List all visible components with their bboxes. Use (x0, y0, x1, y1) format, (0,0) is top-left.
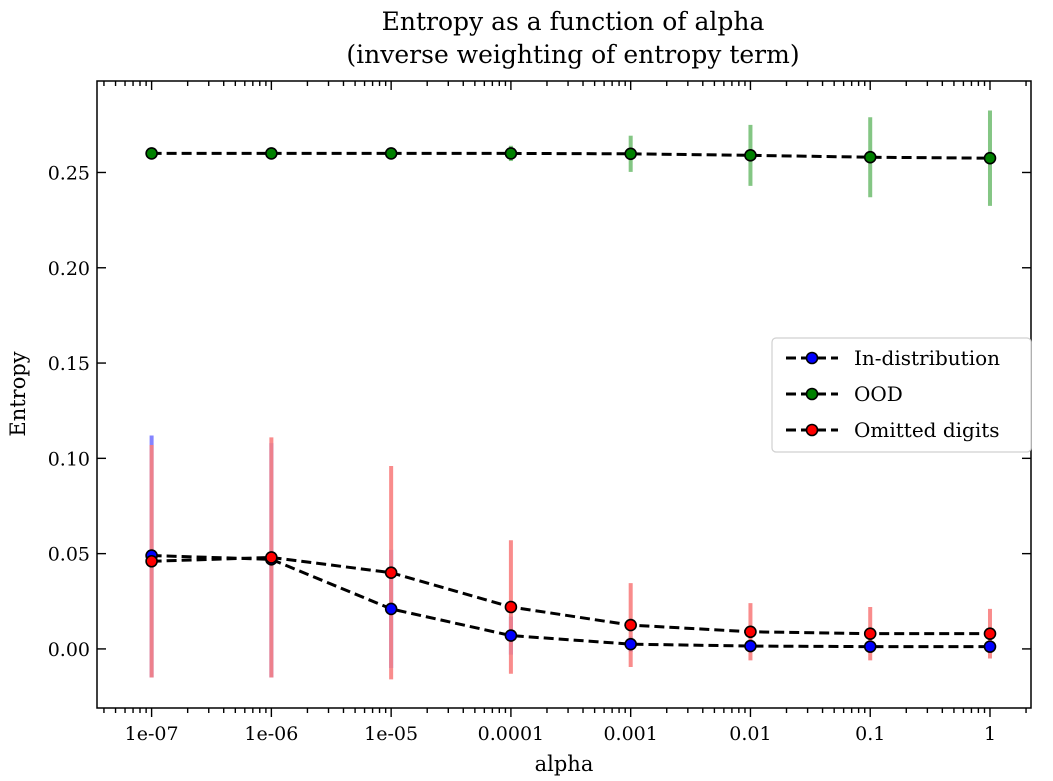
series-line-2 (151, 555, 990, 636)
data-point (265, 147, 278, 160)
data-point (504, 629, 518, 642)
data-point (983, 151, 997, 165)
data-point (983, 640, 997, 653)
markers-series-2 (145, 551, 997, 640)
legend-item-0: In-distribution (786, 346, 1000, 370)
y-tick-label: 0.10 (48, 448, 90, 470)
y-tick-label: 0.25 (48, 162, 90, 184)
data-point (744, 625, 757, 639)
data-point (384, 602, 398, 616)
x-tick-label: 1e-05 (364, 723, 418, 745)
x-tick-label: 0.0001 (478, 723, 544, 745)
data-point (624, 147, 637, 161)
series-line-1 (151, 151, 991, 160)
x-tick-label: 0.1 (855, 723, 885, 745)
legend: In-distribution OOD Omitted digits (771, 337, 1032, 453)
x-tick-label: 1 (984, 723, 996, 745)
y-tick-label: 0.20 (48, 258, 90, 280)
data-point (504, 600, 518, 614)
y-axis-label: Entropy (6, 351, 30, 436)
data-point (504, 147, 518, 160)
data-point (744, 149, 757, 162)
legend-marker (805, 351, 819, 365)
legend-item-2: Omitted digits (786, 418, 1000, 442)
data-point (744, 639, 757, 653)
y-tick-label: 0.00 (48, 639, 90, 661)
plot-area (145, 110, 997, 680)
legend-label: Omitted digits (854, 418, 1000, 442)
legend-marker (805, 387, 819, 401)
data-point (983, 627, 997, 640)
x-tick-label: 0.001 (603, 723, 657, 745)
data-point (624, 637, 637, 651)
data-point (145, 554, 158, 568)
data-point (863, 627, 877, 640)
chart-subtitle: (inverse weighting of entropy term) (346, 40, 799, 69)
x-tick-label: 1e-06 (244, 723, 298, 745)
legend-label: OOD (854, 382, 903, 406)
y-tick-label: 0.15 (48, 353, 90, 375)
data-point (384, 566, 398, 579)
legend-marker (805, 423, 819, 437)
x-axis: 1e-07 1e-06 1e-05 0.0001 0.001 0.01 0.1 1 (103, 81, 1027, 745)
series-line-0 (151, 554, 990, 649)
data-point (863, 150, 877, 164)
legend-item-1: OOD (786, 382, 903, 406)
chart-title: Entropy as a function of alpha (382, 7, 765, 36)
legend-frame (771, 337, 1032, 453)
x-tick-label: 0.01 (729, 723, 771, 745)
x-tick-label: 1e-07 (125, 723, 179, 745)
data-point (384, 147, 398, 160)
y-axis: 0.00 0.05 0.10 0.15 0.20 0.25 (48, 162, 1031, 661)
y-tick-label: 0.05 (48, 544, 90, 566)
data-point (265, 551, 278, 564)
data-point (624, 618, 637, 632)
markers-series-1 (145, 147, 997, 165)
legend-label: In-distribution (854, 346, 1000, 370)
data-point (145, 147, 158, 160)
x-axis-label: alpha (535, 752, 594, 776)
data-point (863, 640, 877, 653)
